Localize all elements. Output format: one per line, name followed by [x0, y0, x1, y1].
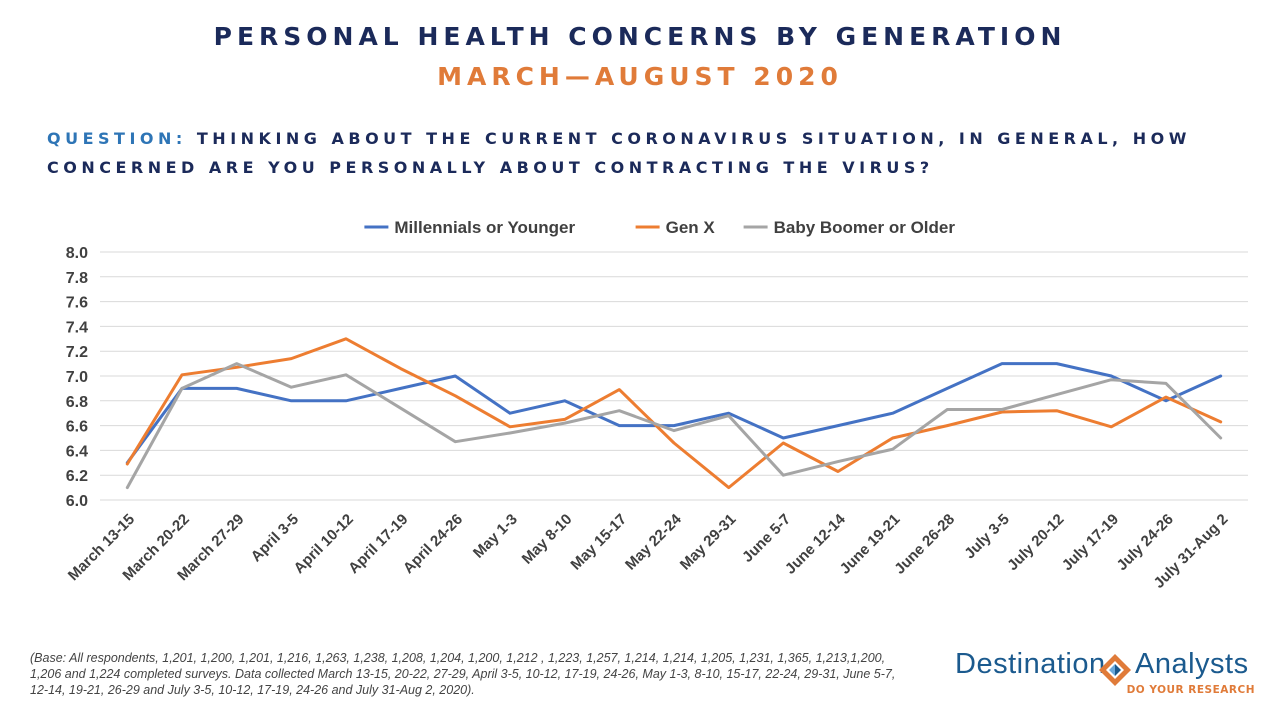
y-tick-label: 6.8 [66, 394, 88, 411]
destination-analysts-logo: Destination Analysts DO YOUR RESEARCH [955, 648, 1265, 700]
series-line [125, 362, 1223, 490]
page-subtitle: MARCH—AUGUST 2020 [437, 62, 843, 91]
legend-label: Millennials or Younger [394, 218, 575, 237]
x-tick-label: June 5-7 [739, 511, 794, 566]
chart-series [125, 337, 1223, 490]
x-tick-label: July 17-19 [1059, 511, 1122, 574]
x-tick-label: May 15-17 [567, 511, 630, 574]
x-tick-label: July 3-5 [961, 511, 1013, 563]
line-chart: Millennials or Younger Gen X Baby Boomer o… [65, 218, 1248, 592]
chart-legend: Millennials or Younger Gen X Baby Boomer o… [364, 218, 955, 237]
diamond-arrows-icon [1099, 654, 1131, 686]
y-tick-label: 7.0 [66, 369, 88, 386]
x-tick-label: May 22-24 [622, 510, 685, 573]
chart-gridlines [100, 251, 1248, 501]
y-axis: 6.0 6.2 6.4 6.6 6.8 7.0 7.2 7.4 7.6 7.8 8.0 [66, 245, 88, 510]
y-tick-label: 7.8 [66, 270, 88, 287]
y-tick-label: 7.6 [66, 295, 88, 312]
x-tick-label: April 3-5 [248, 511, 302, 565]
logo-word-destination: Destination [955, 648, 1106, 680]
logo-tagline: DO YOUR RESEARCH [1126, 684, 1255, 696]
y-tick-label: 8.0 [66, 245, 88, 262]
y-tick-label: 7.4 [66, 319, 88, 336]
survey-question: QUESTION: THINKING ABOUT THE CURRENT COR… [47, 124, 1257, 182]
x-tick-label: April 24-26 [400, 511, 466, 577]
x-tick-label: May 29-31 [677, 511, 740, 574]
series-line [125, 337, 1223, 490]
legend-label: Baby Boomer or Older [774, 218, 956, 237]
y-tick-label: 6.2 [66, 468, 88, 485]
x-tick-label: July 20-12 [1004, 511, 1067, 574]
y-tick-label: 6.0 [66, 493, 88, 510]
legend-label: Gen X [666, 218, 716, 237]
y-tick-label: 6.4 [66, 443, 88, 460]
question-label: QUESTION: [47, 129, 187, 148]
x-tick-label: May 1-3 [470, 511, 521, 562]
page-title: PERSONAL HEALTH CONCERNS BY GENERATION [213, 22, 1067, 51]
x-tick-label: May 8-10 [519, 511, 576, 568]
logo-word-analysts: Analysts [1135, 648, 1249, 680]
logo-arrow-left [1109, 664, 1115, 676]
question-text: THINKING ABOUT THE CURRENT CORONAVIRUS S… [47, 129, 1191, 177]
footnote: (Base: All respondents, 1,201, 1,200, 1,… [30, 651, 896, 697]
y-tick-label: 6.6 [66, 419, 88, 436]
series-line [125, 362, 1223, 465]
logo-arrow-right [1115, 664, 1121, 676]
y-tick-label: 7.2 [66, 344, 88, 361]
